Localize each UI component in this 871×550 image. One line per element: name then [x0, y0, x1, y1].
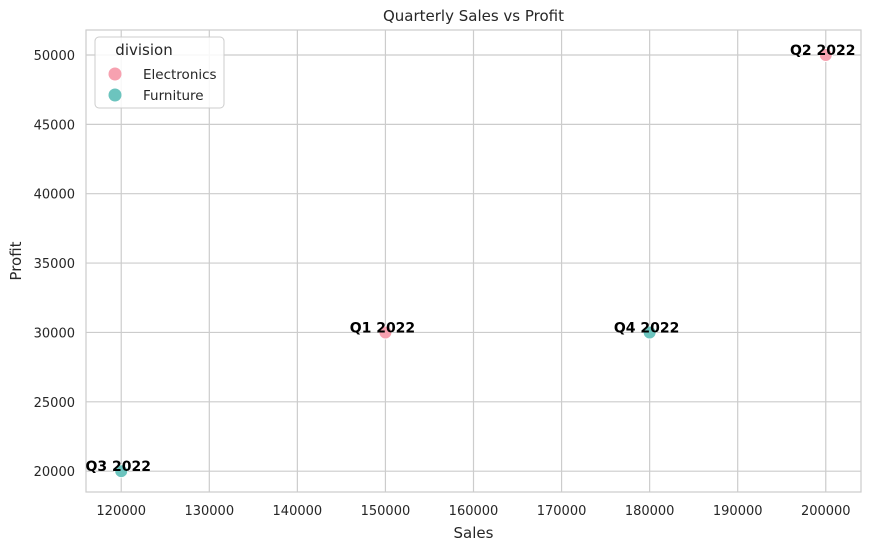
points-layer	[114, 47, 833, 479]
x-tick-label: 130000	[184, 504, 234, 519]
legend-marker	[108, 67, 122, 81]
legend-items: Electronics Furniture	[108, 67, 217, 104]
chart-title: Quarterly Sales vs Profit	[383, 7, 564, 25]
x-axis-label: Sales	[454, 524, 494, 542]
data-point	[818, 47, 833, 62]
legend: division Electronics Furniture	[94, 36, 225, 109]
grid-layer	[86, 30, 861, 492]
y-tick-label: 30000	[34, 326, 75, 341]
data-point-label: Q2 2022	[790, 43, 855, 59]
x-tick-label: 160000	[449, 504, 499, 519]
y-tick-label: 20000	[34, 465, 75, 480]
x-tick-label: 150000	[361, 504, 411, 519]
data-point	[642, 325, 657, 340]
legend-entry-label: Furniture	[143, 88, 204, 104]
y-tick-label: 40000	[34, 188, 75, 203]
plot-frame	[85, 29, 862, 493]
data-point	[114, 464, 129, 479]
y-tick-label: 50000	[34, 49, 75, 64]
data-point-label: Q1 2022	[350, 320, 415, 336]
y-axis-label: Profit	[7, 241, 25, 280]
data-point-label: Q4 2022	[614, 320, 679, 336]
legend-entry-label: Electronics	[143, 67, 217, 83]
data-point	[378, 325, 393, 340]
y-tick-label: 35000	[34, 257, 75, 272]
x-tick-label: 200000	[801, 504, 851, 519]
legend-box	[94, 36, 225, 109]
y-tick-label: 25000	[34, 396, 75, 411]
x-tick-label: 180000	[625, 504, 675, 519]
point-labels-layer: Q1 2022 Q2 2022 Q3 2022 Q4 2022	[85, 43, 855, 475]
legend-title: division	[115, 41, 172, 59]
x-tick-label: 140000	[273, 504, 323, 519]
y-tick-label: 45000	[34, 118, 75, 133]
legend-marker	[108, 88, 122, 102]
x-tick-label: 120000	[96, 504, 146, 519]
ticks-layer: 120000 130000 140000 150000 160000 170000 1800…	[34, 49, 851, 519]
x-tick-label: 170000	[537, 504, 587, 519]
x-tick-label: 190000	[713, 504, 763, 519]
data-point-label: Q3 2022	[85, 459, 150, 475]
